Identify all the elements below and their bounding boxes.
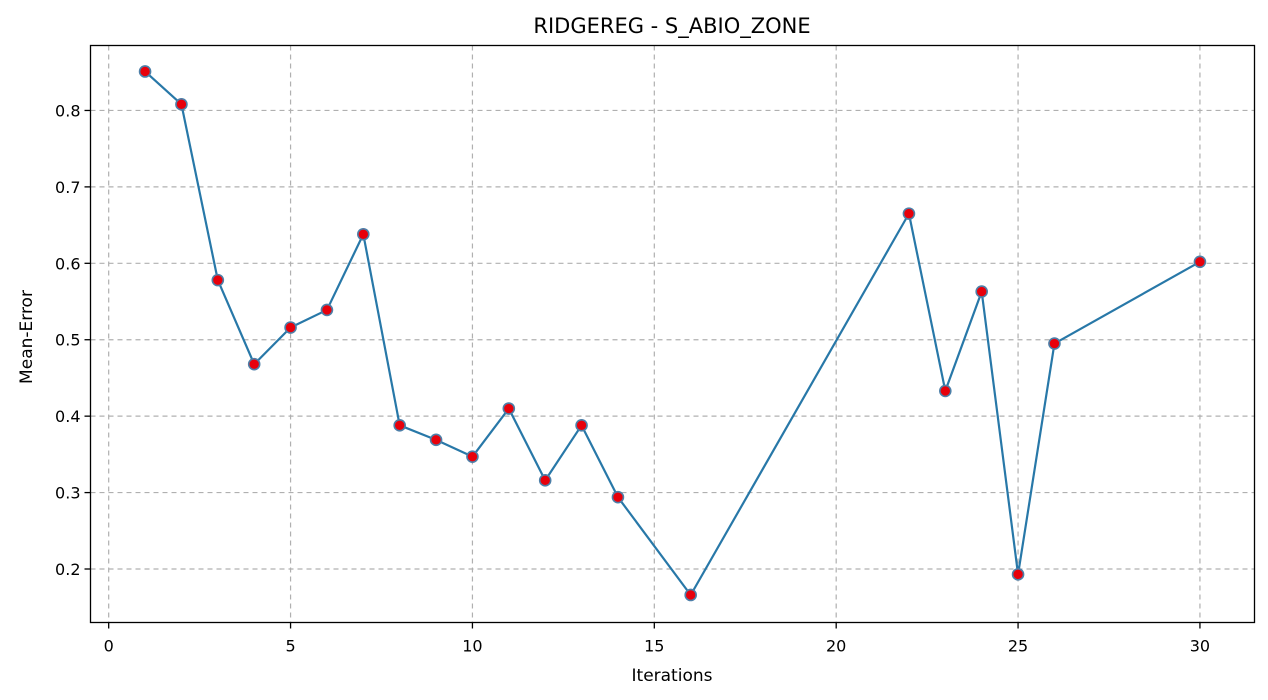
- x-tick-label: 0: [104, 637, 114, 656]
- data-point: [320, 303, 334, 317]
- x-axis-label: Iterations: [632, 666, 713, 686]
- data-point: [1048, 337, 1061, 350]
- grid-layer: [90, 45, 1255, 623]
- y-axis-label: Mean-Error: [17, 290, 37, 384]
- data-point: [575, 419, 588, 432]
- data-point: [975, 285, 988, 298]
- x-tick-label: 15: [644, 637, 664, 656]
- data-point: [902, 207, 916, 220]
- y-tick-label: 0.3: [55, 484, 80, 503]
- axes-layer: [89, 44, 1256, 624]
- data-point: [211, 273, 225, 287]
- series-layer: [138, 65, 1207, 602]
- y-axis-ticks: 0.2 0.3 0.4 0.5 0.6 0.7 0.8: [55, 101, 91, 579]
- y-tick-label: 0.2: [55, 560, 80, 579]
- series-line: [144, 70, 1201, 597]
- data-point: [1011, 568, 1025, 581]
- x-tick-label: 20: [826, 637, 846, 656]
- data-point: [502, 402, 516, 415]
- data-point: [684, 588, 697, 602]
- data-point: [138, 65, 152, 78]
- x-tick-label: 5: [285, 637, 295, 656]
- data-point: [175, 98, 188, 111]
- y-tick-label: 0.6: [55, 254, 80, 273]
- data-point: [538, 474, 552, 487]
- data-point: [393, 419, 406, 432]
- data-point: [284, 321, 297, 334]
- x-tick-label: 10: [462, 637, 482, 656]
- data-point: [429, 433, 443, 447]
- y-tick-label: 0.7: [55, 178, 80, 197]
- x-tick-label: 25: [1008, 637, 1028, 656]
- data-point: [611, 490, 625, 504]
- data-point: [357, 227, 370, 241]
- data-point: [939, 384, 952, 398]
- y-tick-label: 0.5: [55, 331, 80, 350]
- x-axis-ticks: 0 5 10 15 20 25 30: [104, 622, 1210, 656]
- y-tick-label: 0.8: [55, 101, 80, 120]
- data-point: [466, 450, 479, 463]
- y-tick-label: 0.4: [55, 407, 80, 426]
- x-tick-label: 30: [1190, 637, 1210, 656]
- data-point: [1193, 255, 1207, 269]
- plot-frame: [89, 44, 1256, 624]
- data-point: [247, 357, 261, 371]
- chart-title: RIDGEREG - S_ABIO_ZONE: [533, 14, 810, 39]
